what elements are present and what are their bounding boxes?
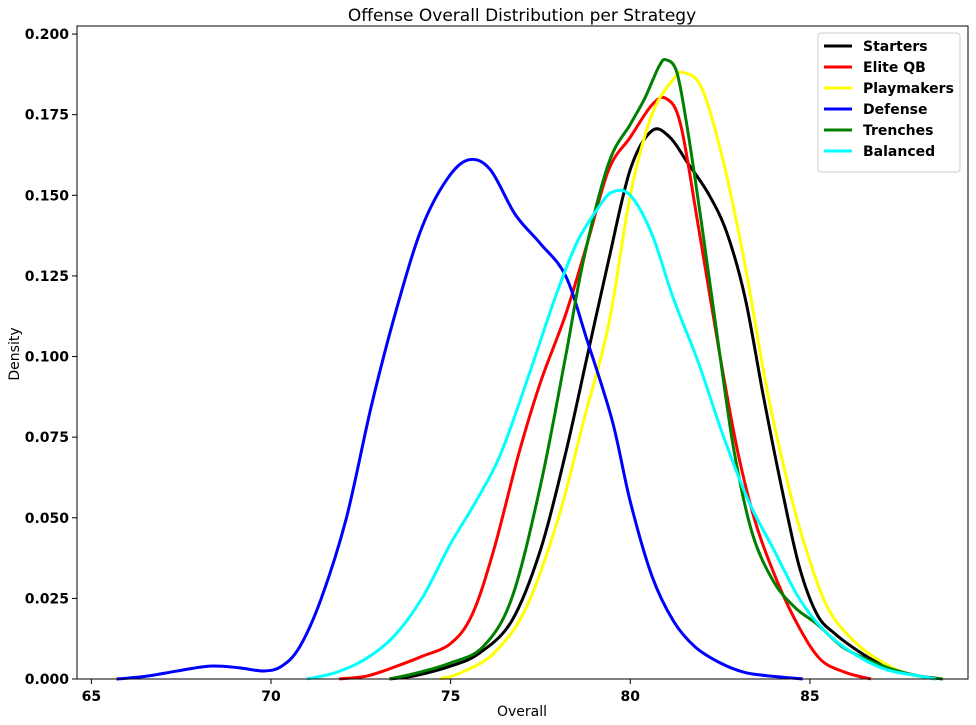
y-tick-label: 0.200: [25, 27, 70, 43]
x-tick-label: 65: [82, 689, 101, 705]
legend-label-starters: Starters: [863, 39, 928, 55]
series-line-playmakers: [439, 70, 936, 681]
legend-label-defense: Defense: [863, 102, 928, 118]
y-tick-label: 0.175: [25, 108, 69, 124]
y-tick-label: 0.050: [25, 511, 70, 527]
y-tick-label: 0.100: [25, 350, 70, 366]
x-axis-label: Overall: [497, 704, 547, 720]
legend-label-playmakers: Playmakers: [863, 81, 954, 97]
legend-label-elite-qb: Elite QB: [863, 60, 926, 76]
y-axis: 0.000 0.025 0.050 0.075 0.100 0.125 0.150 0.175…: [25, 27, 77, 688]
x-tick-label: 85: [800, 689, 819, 705]
y-tick-label: 0.150: [25, 188, 70, 204]
x-axis: 65 70 75 80 85: [82, 679, 820, 705]
legend-box: [817, 32, 961, 173]
x-tick-label: 70: [261, 689, 281, 705]
y-tick-label: 0.000: [25, 672, 70, 688]
y-tick-label: 0.125: [25, 269, 69, 285]
legend-label-balanced: Balanced: [863, 144, 935, 160]
x-tick-label: 80: [621, 689, 641, 705]
y-tick-label: 0.075: [25, 430, 69, 446]
series-line-defense: [116, 157, 803, 681]
series-line-elite-qb: [339, 95, 872, 681]
series-line-balanced: [306, 188, 936, 681]
x-tick-label: 75: [441, 689, 460, 705]
plot-frame: [76, 25, 969, 680]
y-axis-label: Density: [7, 327, 23, 380]
series-group: [116, 58, 944, 681]
legend: Starters Elite QB Playmakers Defense Trenche…: [817, 32, 961, 173]
legend-label-trenches: Trenches: [863, 123, 933, 139]
chart-title: Offense Overall Distribution per Strateg…: [348, 6, 696, 26]
y-tick-label: 0.025: [25, 591, 69, 607]
